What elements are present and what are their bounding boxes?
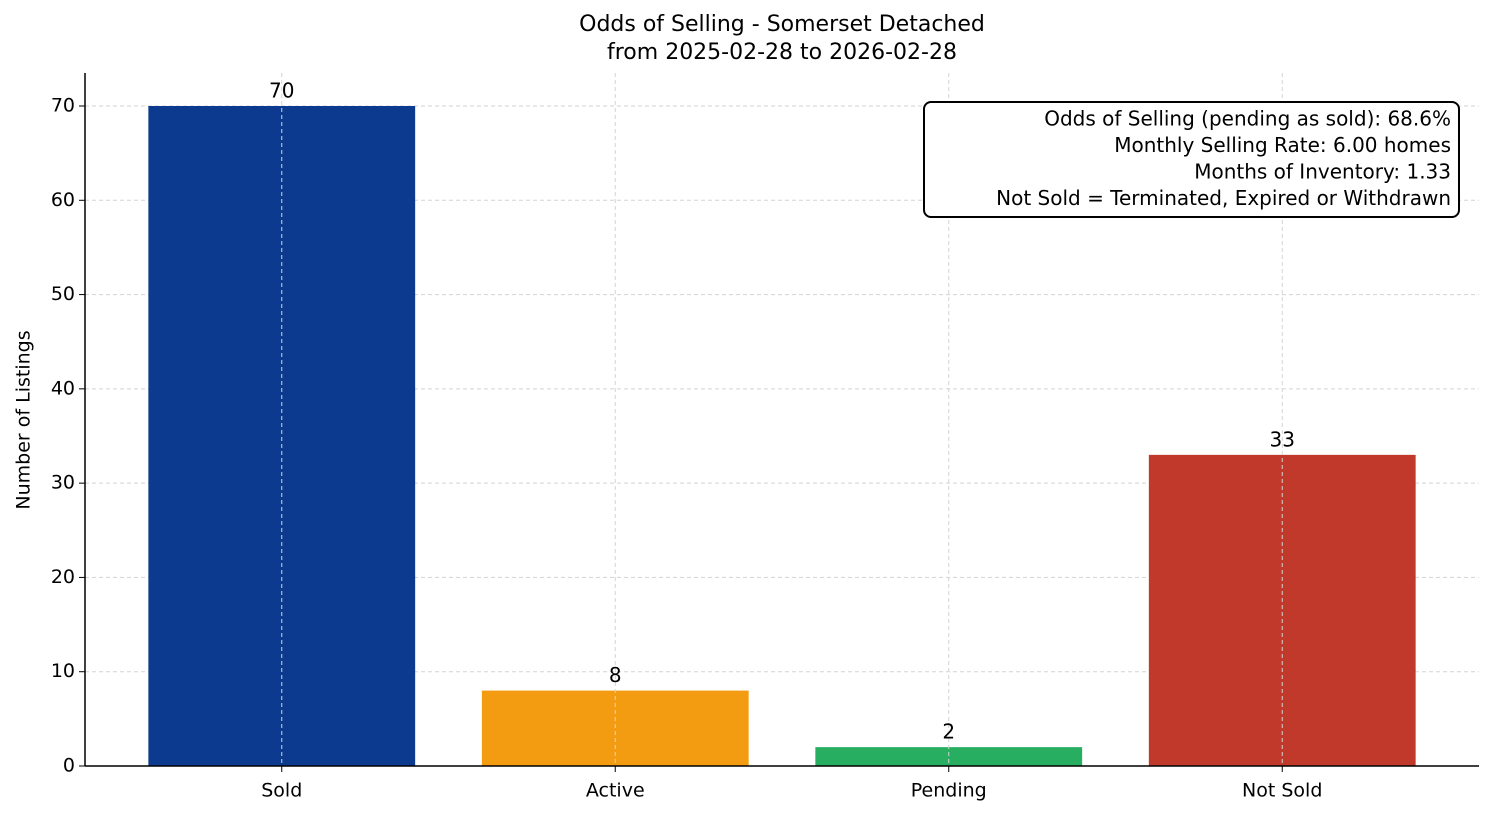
- x-tick-label: Active: [586, 780, 645, 802]
- y-tick-label: 10: [51, 660, 75, 682]
- y-tick-label: 20: [51, 566, 75, 588]
- y-tick-label: 40: [51, 377, 75, 399]
- value-label: 70: [269, 79, 294, 103]
- bar: [1148, 454, 1416, 766]
- annotation-line: Months of Inventory: 1.33: [1194, 160, 1451, 184]
- y-tick-label: 50: [51, 283, 75, 305]
- value-label: 8: [609, 663, 622, 687]
- y-tick-label: 0: [63, 755, 75, 777]
- annotation-box: [923, 101, 1460, 218]
- annotation-line: Monthly Selling Rate: 6.00 homes: [1114, 133, 1451, 157]
- y-axis-label: Number of Listings: [13, 330, 35, 509]
- chart-subtitle: from 2025-02-28 to 2026-02-28: [607, 40, 957, 65]
- y-tick-label: 30: [51, 472, 75, 494]
- y-tick-label: 70: [51, 95, 75, 117]
- value-label: 2: [942, 720, 955, 744]
- x-tick-label: Not Sold: [1242, 780, 1322, 802]
- bar: [815, 747, 1083, 766]
- annotation-line: Not Sold = Terminated, Expired or Withdr…: [996, 186, 1451, 210]
- annotation-line: Odds of Selling (pending as sold): 68.6%: [1044, 107, 1451, 131]
- y-tick-label: 60: [51, 189, 75, 211]
- chart-title: Odds of Selling - Somerset Detached: [579, 12, 985, 37]
- x-tick-label: Sold: [261, 780, 302, 802]
- x-tick-label: Pending: [911, 780, 987, 802]
- value-label: 33: [1270, 427, 1295, 451]
- bar: [148, 106, 416, 766]
